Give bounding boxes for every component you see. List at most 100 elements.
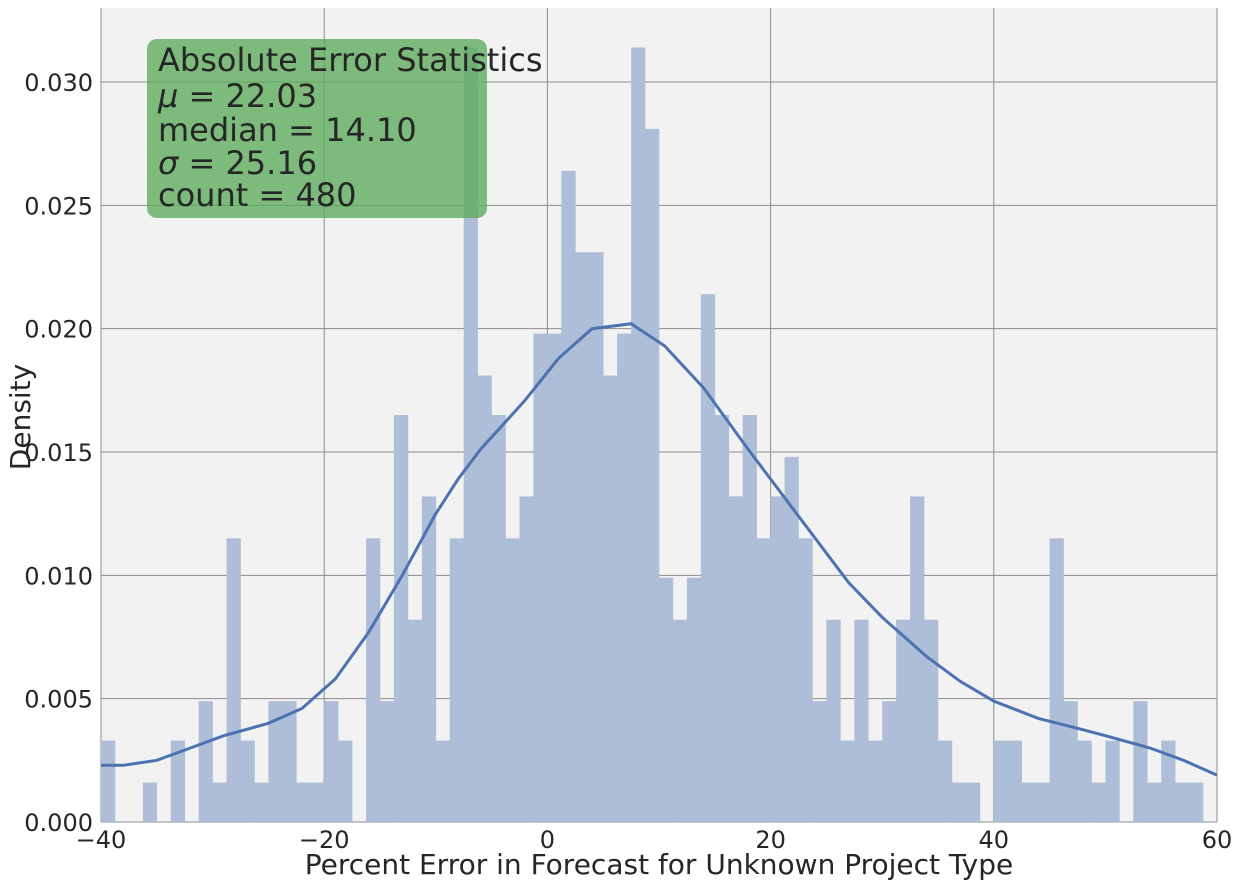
histogram-bar (101, 740, 116, 822)
histogram-bar (924, 619, 939, 822)
stats-mean-symbol: μ (157, 77, 178, 115)
histogram-bar (826, 619, 841, 822)
histogram-bar (617, 333, 632, 822)
x-tick-label: 60 (1202, 826, 1233, 854)
y-tick-label: 0.005 (24, 686, 93, 714)
histogram-bar (896, 619, 911, 822)
histogram-bar (700, 294, 716, 823)
histogram-bar (142, 782, 158, 822)
histogram-bar (338, 740, 353, 822)
histogram-bar (965, 782, 981, 822)
histogram-bar (407, 619, 423, 822)
histogram-bar (198, 701, 213, 822)
x-axis-label: Percent Error in Forecast for Unknown Pr… (305, 848, 1014, 881)
histogram-bar (254, 782, 269, 822)
histogram-bar (1147, 782, 1162, 822)
histogram-bar (435, 740, 451, 822)
histogram-bar (659, 577, 674, 822)
histogram-bar (854, 619, 869, 822)
y-tick-label: 0.030 (24, 69, 93, 97)
x-tick-label: −20 (299, 826, 350, 854)
histogram-bar (1189, 782, 1204, 822)
stats-median-label: median (158, 111, 278, 149)
y-tick-label: 0.010 (24, 562, 93, 590)
histogram-bar (868, 740, 883, 822)
histogram-bar (449, 538, 464, 822)
stats-mean-value: 22.03 (226, 77, 318, 115)
stats-box-background (147, 39, 487, 218)
y-tick-label: 0.015 (24, 439, 93, 467)
stats-box: Absolute Error Statistics μ = 22.03 medi… (147, 39, 542, 218)
stats-line-count: count = 480 (158, 176, 357, 214)
histogram-bar (714, 415, 730, 822)
histogram-bar (882, 701, 897, 822)
histogram-bar (226, 538, 241, 822)
histogram-bar (645, 128, 660, 822)
histogram-bar (519, 496, 534, 822)
histogram-bar (505, 538, 520, 822)
histogram-bar (477, 375, 492, 822)
histogram-bar (1063, 701, 1078, 822)
x-tick-label: 0 (540, 826, 555, 854)
histogram-bar (910, 496, 925, 822)
histogram-bar (1007, 740, 1022, 822)
histogram-bar (170, 740, 185, 822)
stats-std-symbol: σ (158, 144, 180, 182)
stats-line-std: σ = 25.16 (158, 144, 317, 182)
histogram-bar (282, 701, 297, 822)
x-tick-labels: −40 −20 0 20 40 60 (76, 826, 1233, 854)
histogram-bar (812, 701, 827, 822)
histogram-bar (324, 701, 339, 822)
histogram-bar (728, 496, 743, 822)
x-tick-label: 40 (979, 826, 1010, 854)
histogram-bar (268, 701, 283, 822)
histogram-bar (686, 577, 702, 822)
histogram-bar (463, 47, 478, 822)
histogram-bars (101, 47, 1204, 823)
y-tick-label: 0.000 (24, 809, 93, 837)
stats-std-eq: = (178, 144, 225, 182)
stats-median-eq: = (278, 111, 325, 149)
histogram-bar (296, 782, 311, 822)
stats-median-value: 14.10 (325, 111, 417, 149)
histogram-bar (575, 252, 590, 822)
histogram-bar (1077, 740, 1092, 822)
histogram-bar (784, 456, 799, 822)
histogram-bar (561, 170, 576, 823)
histogram-bar (840, 740, 855, 822)
histogram-bar (393, 415, 409, 822)
histogram-bar (366, 538, 381, 822)
stats-count-value: 480 (295, 176, 356, 214)
histogram-bar (1105, 740, 1120, 822)
stats-count-eq: = (248, 176, 295, 214)
y-tick-label: 0.025 (24, 192, 93, 220)
stats-mean-eq: = (178, 77, 225, 115)
histogram-bar (1021, 782, 1036, 822)
y-tick-labels: 0.000 0.005 0.010 0.015 0.020 0.025 0.030 (24, 69, 93, 837)
x-tick-label: −40 (76, 826, 127, 854)
histogram-bar (380, 701, 395, 822)
histogram-bar (533, 333, 548, 822)
histogram-bar (240, 740, 255, 822)
histogram-bar (421, 496, 437, 822)
stats-line-mean: μ = 22.03 (157, 77, 317, 115)
histogram-bar (1049, 538, 1064, 822)
histogram-bar (951, 782, 967, 822)
y-axis-label: Density (4, 364, 37, 470)
y-tick-label: 0.020 (24, 316, 93, 344)
histogram-bar (1161, 740, 1176, 822)
histogram-bar (631, 47, 646, 822)
histogram-bar (310, 782, 325, 822)
histogram-bar (756, 538, 771, 822)
stats-box-title: Absolute Error Statistics (158, 41, 542, 79)
histogram-bar (589, 252, 604, 822)
stats-std-value: 25.16 (225, 144, 317, 182)
histogram-bar (547, 333, 562, 822)
histogram-bar (1133, 701, 1148, 822)
histogram-bar (212, 782, 227, 822)
histogram-bar (742, 415, 757, 822)
stats-count-label: count (158, 176, 248, 214)
histogram-bar (603, 375, 618, 822)
histogram-bar (1035, 782, 1050, 822)
